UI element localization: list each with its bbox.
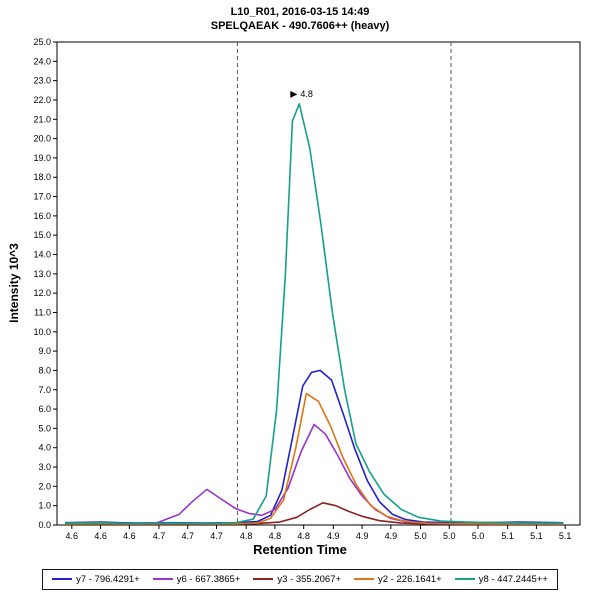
legend-label: y2 - 226.1641+ <box>378 573 442 585</box>
y-tick-label: 4.0 <box>38 443 51 453</box>
plot-frame <box>56 41 581 526</box>
legend-item-y2: y2 - 226.1641+ <box>354 574 442 585</box>
y-tick-label: 14.0 <box>33 250 51 260</box>
legend-item-y7: y7 - 796.4291+ <box>52 574 140 585</box>
x-tick-label: 5.1 <box>559 531 572 541</box>
y-tick-label: 5.0 <box>38 423 51 433</box>
x-tick-label: 5.0 <box>472 531 485 541</box>
y-tick-label: 3.0 <box>38 462 51 472</box>
legend-line-swatch <box>454 578 475 580</box>
y-tick-label: 16.0 <box>33 211 51 221</box>
x-tick-label: 4.9 <box>385 531 398 541</box>
x-tick-label: 4.6 <box>94 531 107 541</box>
x-tick-label: 4.6 <box>66 531 79 541</box>
y-tick-label: 12.0 <box>33 288 51 298</box>
peak-pointer-icon <box>290 90 298 98</box>
y-tick-label: 6.0 <box>38 404 51 414</box>
y-tick-label: 19.0 <box>33 153 51 163</box>
y-tick-label: 15.0 <box>33 230 51 240</box>
legend-line-swatch <box>52 578 73 580</box>
x-tick-label: 4.9 <box>327 531 340 541</box>
y-tick-label: 20.0 <box>33 134 51 144</box>
y-tick-label: 18.0 <box>33 172 51 182</box>
legend: y7 - 796.4291+ y6 - 667.3865+ y3 - 355.206… <box>42 568 558 590</box>
legend-item-y8: y8 - 447.2445++ <box>454 573 548 585</box>
y-tick-label: 25.0 <box>33 37 51 47</box>
legend-line-swatch <box>253 578 274 580</box>
y-tick-label: 10.0 <box>33 327 51 337</box>
y-tick-label: 1.0 <box>38 501 51 511</box>
legend-line-swatch <box>354 578 375 580</box>
legend-item-y6: y6 - 667.3865+ <box>152 573 241 585</box>
chart-header: L10_R01, 2016-03-15 14:49 SPELQAEAK - 49… <box>0 5 600 33</box>
x-tick-label: 4.7 <box>181 531 194 541</box>
y-tick-label: 11.0 <box>34 307 51 317</box>
x-tick-label: 4.8 <box>269 531 282 541</box>
legend-wrap: y7 - 796.4291+ y6 - 667.3865+ y3 - 355.206… <box>0 567 600 590</box>
series-line-y8 <box>64 103 564 525</box>
y-tick-label: 7.0 <box>38 385 51 395</box>
legend-line-swatch <box>152 578 173 580</box>
x-tick-label: 4.7 <box>210 531 223 541</box>
x-tick-label: 5.1 <box>501 531 514 541</box>
chart-subtitle: SPELQAEAK - 490.7606++ (heavy) <box>210 20 390 32</box>
y-tick-label: 22.0 <box>33 95 51 105</box>
x-tick-label: 5.0 <box>443 531 456 541</box>
legend-label: y8 - 447.2445++ <box>478 573 548 585</box>
legend-item-y3: y3 - 355.2067+ <box>253 574 341 585</box>
y-tick-label: 24.0 <box>33 56 51 66</box>
x-tick-label: 5.1 <box>530 531 543 541</box>
legend-label: y6 - 667.3865+ <box>176 573 241 585</box>
chart-title: L10_R01, 2016-03-15 14:49 <box>230 6 370 18</box>
x-tick-label: 4.9 <box>356 531 369 541</box>
y-tick-label: 0.0 <box>38 520 51 530</box>
x-tick-label: 4.7 <box>153 531 166 541</box>
y-tick-label: 2.0 <box>38 481 51 491</box>
y-tick-label: 8.0 <box>38 365 51 375</box>
legend-label: y3 - 355.2067+ <box>277 573 342 585</box>
x-tick-label: 4.8 <box>240 531 253 541</box>
chromatogram-plot[interactable]: 0.0 1.0 2.0 3.0 4.0 5.0 6.0 7.0 8.0 9.0 10.0 11.0 12… <box>0 34 600 544</box>
legend-label: y7 - 796.4291+ <box>76 573 140 585</box>
y-tick-label: 13.0 <box>33 269 51 279</box>
x-tick-label: 4.6 <box>123 531 136 541</box>
peak-annotation: 4.8 <box>300 89 313 99</box>
x-tick-label: 5.0 <box>414 531 427 541</box>
y-tick-label: 17.0 <box>33 192 51 202</box>
y-tick-label: 9.0 <box>38 346 51 356</box>
x-tick-label: 4.8 <box>297 531 310 541</box>
x-axis-label: Retention Time <box>253 542 347 557</box>
y-tick-label: 23.0 <box>33 76 51 86</box>
y-tick-label: 21.0 <box>33 114 51 124</box>
